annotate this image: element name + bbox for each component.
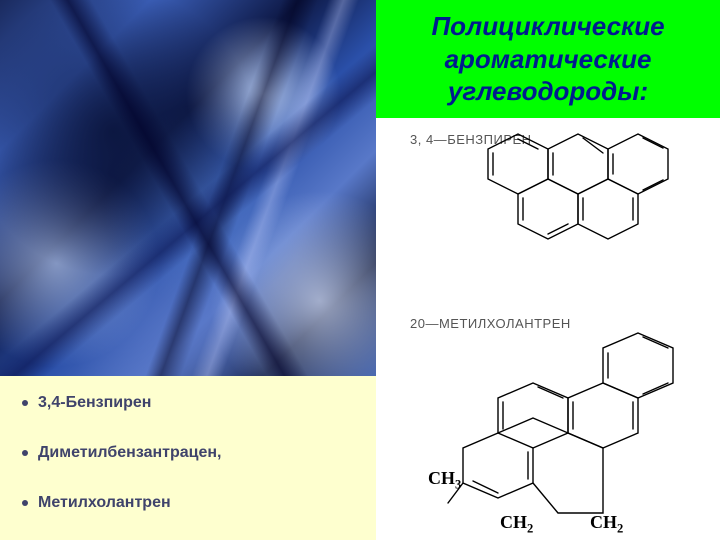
list-item: Метилхолантрен [22, 494, 370, 512]
slide-root: Полициклические ароматические углеводоро… [0, 0, 720, 540]
bullet-icon [22, 500, 28, 506]
structure-benzpyrene [468, 124, 698, 264]
slide-title-banner: Полициклические ароматические углеводоро… [376, 0, 720, 118]
substituent-ch2-b: CH2 [590, 512, 623, 537]
decorative-artwork [0, 0, 376, 376]
compound-prefix: 3, 4— [410, 132, 447, 147]
substituent-ch3: CH3 [428, 468, 461, 493]
list-item: 3,4-Бензпирен [22, 394, 370, 412]
structure-methylcholanthrene [428, 318, 708, 528]
title-line-2: ароматические [445, 43, 652, 76]
title-line-1: Полициклические [431, 10, 664, 43]
bullet-icon [22, 450, 28, 456]
bullet-icon [22, 400, 28, 406]
list-item-label: 3,4-Бензпирен [38, 394, 151, 412]
list-item: Диметилбензантрацен, [22, 444, 370, 462]
title-line-3: углеводороды: [448, 75, 648, 108]
list-item-label: Метилхолантрен [38, 494, 171, 512]
list-item-label: Диметилбензантрацен, [38, 444, 221, 462]
substituent-ch2-a: CH2 [500, 512, 533, 537]
compound-list: 3,4-Бензпирен Диметилбензантрацен, Метил… [0, 376, 376, 540]
